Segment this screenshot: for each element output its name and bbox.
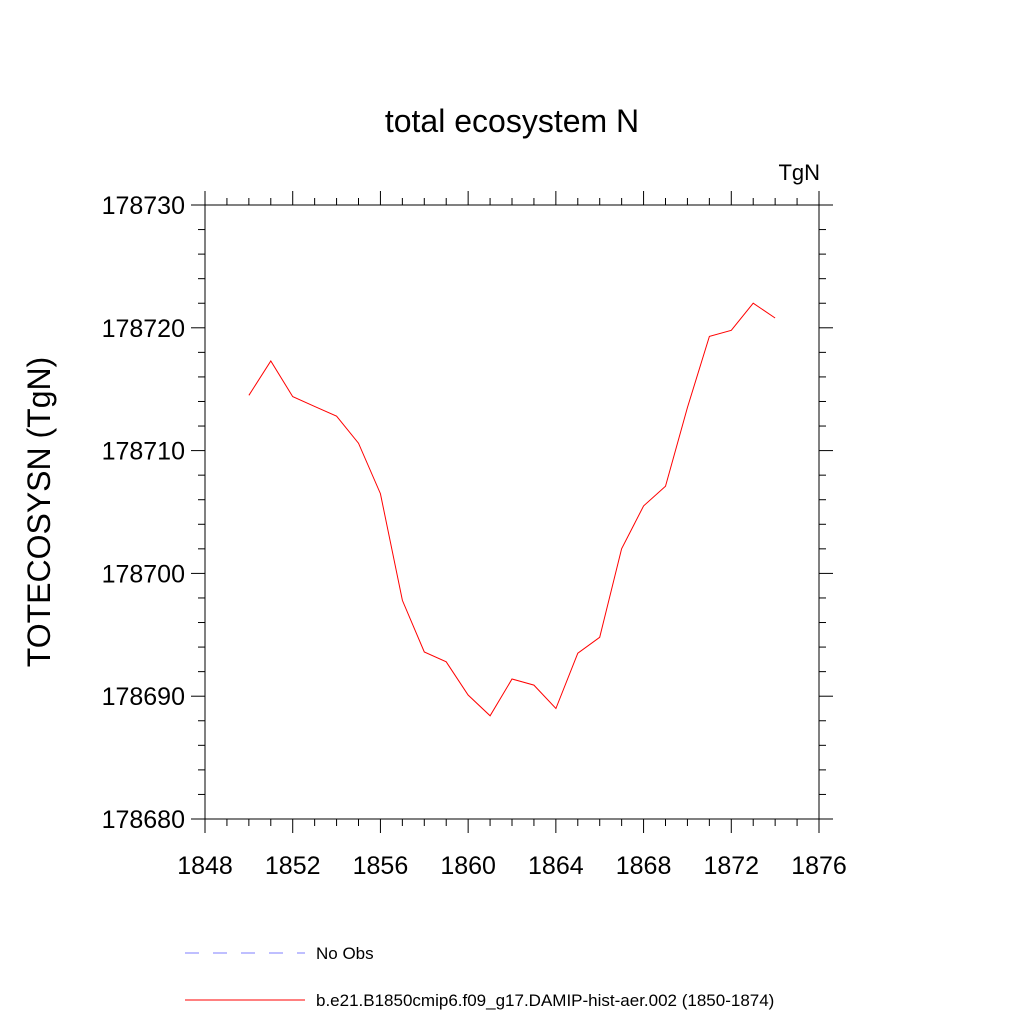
x-tick-label: 1860 (440, 852, 496, 880)
units-label: TgN (778, 160, 820, 185)
y-tick-label: 178730 (102, 192, 185, 220)
y-tick-label: 178700 (102, 560, 185, 588)
series-lines (248, 302, 776, 717)
series-line (248, 302, 776, 717)
x-tick-label: 1848 (177, 852, 233, 880)
plot-frame (204, 204, 820, 820)
axis-ticks (191, 191, 833, 833)
x-tick-label: 1864 (528, 852, 584, 880)
x-tick-label: 1876 (791, 852, 847, 880)
y-tick-label: 178720 (102, 315, 185, 343)
y-tick-label: 178710 (102, 438, 185, 466)
y-axis-title: TOTECOSYSN (TgN) (21, 357, 57, 668)
y-tick-label: 178680 (102, 806, 185, 834)
legend-label: b.e21.B1850cmip6.f09_g17.DAMIP-hist-aer.… (316, 991, 774, 1010)
x-tick-label: 1856 (353, 852, 409, 880)
chart-title: total ecosystem N (385, 103, 639, 139)
y-tick-label: 178690 (102, 683, 185, 711)
legend: No Obs b.e21.B1850cmip6.f09_g17.DAMIP-his… (185, 944, 774, 1010)
legend-label: No Obs (316, 944, 374, 963)
x-tick-label: 1852 (265, 852, 321, 880)
x-tick-labels: 1848 1852 1856 1860 1864 1868 1872 1876 (177, 852, 847, 880)
y-tick-labels: 178680 178690 178700 178710 178720 178730 (102, 192, 185, 834)
x-tick-label: 1872 (703, 852, 759, 880)
x-tick-label: 1868 (616, 852, 672, 880)
